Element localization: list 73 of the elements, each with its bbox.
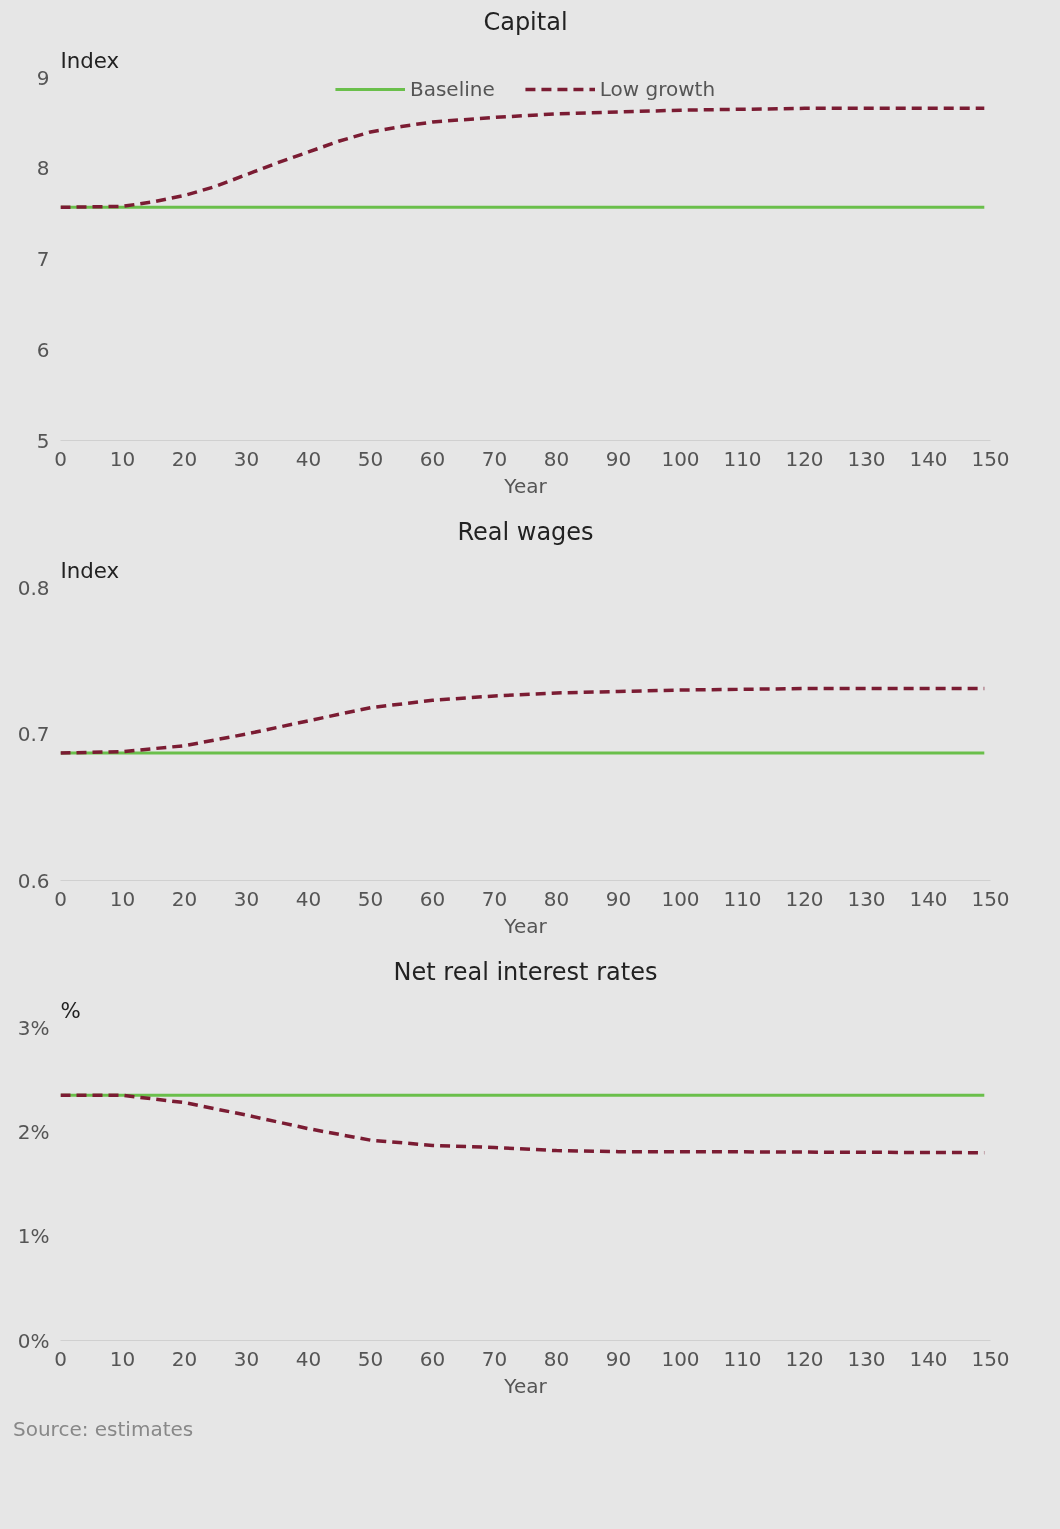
x-tick-label: 10 — [109, 446, 136, 471]
x-tick-label: 100 — [661, 886, 700, 911]
x-tick-label: 90 — [605, 1346, 632, 1371]
x-tick-label: 40 — [295, 446, 322, 471]
x-tick-label: 30 — [233, 446, 260, 471]
x-tick-label: 120 — [785, 886, 824, 911]
legend-label: Low growth — [599, 77, 716, 101]
x-tick-label: 20 — [171, 1346, 198, 1371]
y-tick-label: 8 — [36, 156, 50, 181]
chart-title: Capital — [483, 7, 568, 36]
x-tick-label: 130 — [847, 446, 886, 471]
x-tick-label: 10 — [109, 1346, 136, 1371]
x-tick-label: 150 — [971, 886, 1010, 911]
x-tick-label: 20 — [171, 886, 198, 911]
x-tick-label: 140 — [909, 1346, 948, 1371]
x-tick-label: 90 — [605, 886, 632, 911]
x-tick-label: 20 — [171, 446, 198, 471]
y-tick-label: 0.6 — [17, 868, 50, 893]
y-axis-title: Index — [60, 47, 120, 73]
x-tick-label: 0 — [54, 886, 67, 911]
x-tick-label: 30 — [233, 886, 260, 911]
y-tick-label: 0.7 — [17, 722, 50, 746]
x-tick-label: 140 — [909, 446, 948, 471]
x-tick-label: 70 — [481, 886, 508, 911]
source-note: Source: estimates — [13, 1416, 194, 1443]
x-tick-label: 10 — [109, 886, 136, 911]
x-tick-label: 50 — [357, 886, 384, 911]
x-tick-label: 0 — [54, 1346, 67, 1371]
y-tick-label: 7 — [36, 247, 50, 271]
chart-title: Real wages — [457, 517, 594, 546]
x-tick-label: 60 — [419, 1346, 446, 1371]
x-axis-title: Year — [503, 473, 548, 498]
x-tick-label: 70 — [481, 446, 508, 471]
y-tick-label: 0% — [17, 1328, 50, 1353]
x-tick-label: 80 — [543, 886, 570, 911]
y-tick-label: 6 — [36, 337, 50, 362]
x-tick-label: 0 — [54, 446, 67, 471]
x-tick-label: 90 — [605, 446, 632, 471]
x-tick-label: 60 — [419, 446, 446, 471]
x-tick-label: 50 — [357, 1346, 384, 1371]
y-tick-label: 9 — [36, 65, 50, 90]
x-tick-label: 150 — [971, 446, 1010, 471]
x-axis-title: Year — [503, 1373, 548, 1398]
x-tick-label: 80 — [543, 446, 570, 471]
y-tick-label: 1% — [17, 1224, 50, 1249]
x-tick-label: 130 — [847, 1346, 886, 1371]
x-tick-label: 120 — [785, 446, 824, 471]
line-series — [60, 106, 987, 210]
y-tick-label: 5 — [36, 428, 50, 453]
legend-label: Baseline — [409, 77, 495, 101]
x-tick-label: 30 — [233, 1346, 260, 1371]
x-tick-label: 40 — [295, 886, 322, 911]
x-axis-title: Year — [503, 913, 548, 938]
y-tick-label: 2% — [17, 1119, 50, 1144]
y-axis-title: Index — [60, 557, 120, 583]
y-tick-label: 3% — [17, 1015, 50, 1040]
y-tick-label: 0.8 — [17, 575, 50, 600]
x-tick-label: 100 — [661, 446, 700, 471]
x-tick-label: 110 — [723, 446, 762, 471]
x-tick-label: 110 — [723, 886, 762, 911]
x-tick-label: 140 — [909, 886, 948, 911]
x-tick-label: 40 — [295, 1346, 322, 1371]
x-tick-label: 120 — [785, 1346, 824, 1371]
x-tick-label: 150 — [971, 1346, 1010, 1371]
x-tick-label: 110 — [723, 1346, 762, 1371]
x-tick-label: 100 — [661, 1346, 700, 1371]
x-tick-label: 50 — [357, 446, 384, 471]
x-tick-label: 130 — [847, 886, 886, 911]
x-tick-label: 80 — [543, 1346, 570, 1371]
x-tick-label: 60 — [419, 886, 446, 911]
y-axis-title: % — [60, 997, 81, 1023]
chart-title: Net real interest rates — [393, 957, 658, 986]
x-tick-label: 70 — [481, 1346, 508, 1371]
